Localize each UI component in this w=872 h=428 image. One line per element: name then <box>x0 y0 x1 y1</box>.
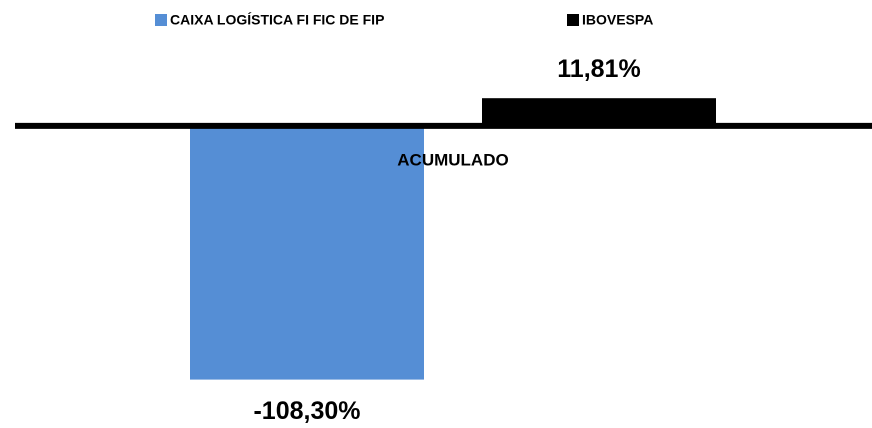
bar <box>482 98 716 126</box>
data-label: 11,81% <box>557 55 640 83</box>
category-label: ACUMULADO <box>397 150 508 169</box>
legend-swatch <box>567 14 579 26</box>
legend-swatch <box>155 14 167 26</box>
data-label: -108,30% <box>253 397 360 425</box>
bar <box>190 125 424 380</box>
legend-label: CAIXA LOGÍSTICA FI FIC DE FIP <box>170 12 384 28</box>
legend-label: IBOVESPA <box>582 12 653 28</box>
